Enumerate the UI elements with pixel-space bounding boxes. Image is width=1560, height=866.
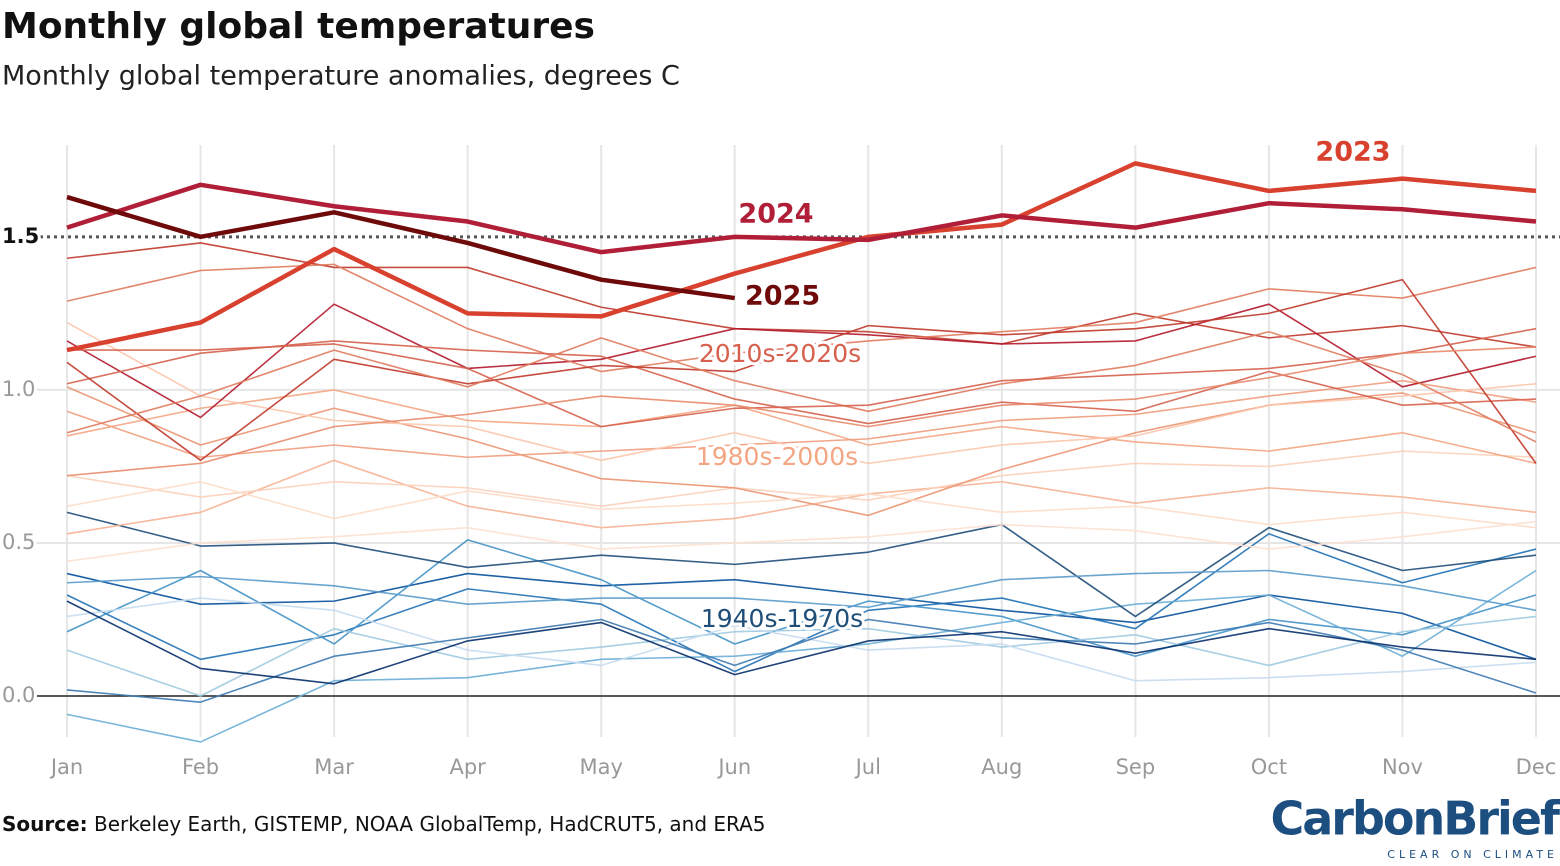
year-line	[66, 263, 1537, 373]
x-tick-label: Jun	[716, 755, 751, 779]
decade-annotation: 1980s-2000s	[696, 442, 858, 471]
x-tick-label: Oct	[1251, 755, 1287, 779]
chart-title: Monthly global temperatures	[2, 6, 595, 47]
year-line	[66, 520, 1537, 563]
year-line	[66, 572, 1537, 661]
year-line	[66, 340, 1537, 425]
year-line	[66, 615, 1537, 697]
year-line	[66, 321, 1537, 465]
year-line	[66, 539, 1537, 658]
x-tick-label: Feb	[182, 755, 219, 779]
year-line	[66, 278, 1537, 464]
year-line	[66, 450, 1537, 508]
x-tick-label: Dec	[1516, 755, 1557, 779]
x-tick-label: Nov	[1382, 755, 1423, 779]
decade-annotation: 2010s-2020s	[699, 339, 861, 368]
x-tick-label: May	[579, 755, 622, 779]
year-line	[66, 569, 1537, 743]
year-line	[66, 569, 1537, 612]
year-line	[67, 327, 1537, 428]
y-tick-label: 0.0	[2, 683, 35, 707]
highlight-line	[66, 161, 1537, 353]
source: Source: Berkeley Earth, GISTEMP, NOAA Gl…	[2, 812, 766, 836]
year-line	[66, 532, 1537, 673]
grid	[30, 145, 1560, 737]
year-line	[66, 480, 1537, 529]
highlight-line	[66, 182, 1537, 255]
year-line	[66, 600, 1537, 685]
year-line	[66, 303, 1537, 419]
y-tick-label: 1.5	[2, 224, 39, 248]
labels: Jan Feb Mar Apr May Jun Jul Aug Sep Oct Nov Dec 0.0 0…	[0, 134, 1557, 780]
y-tick-label: 0.5	[2, 530, 35, 554]
year-line	[66, 618, 1537, 703]
series-label: 2025	[745, 281, 820, 312]
year-line	[66, 459, 1537, 535]
decade-annotation: 1940s-1970s	[701, 604, 863, 633]
year-line	[66, 389, 1537, 465]
x-tick-label: Mar	[314, 755, 354, 779]
source-text: Berkeley Earth, GISTEMP, NOAA GlobalTemp…	[88, 812, 766, 836]
x-tick-label: Jan	[49, 755, 83, 779]
x-tick-label: Jul	[854, 755, 881, 779]
y-tick-label: 1.0	[2, 377, 35, 401]
year-line	[66, 511, 1537, 618]
x-tick-label: Sep	[1116, 755, 1156, 779]
year-line	[66, 330, 1537, 443]
highlight-line	[66, 194, 736, 301]
year-line	[66, 597, 1537, 682]
year-line	[66, 346, 1537, 477]
x-tick-label: Apr	[449, 755, 486, 779]
chart-subtitle: Monthly global temperature anomalies, de…	[2, 61, 680, 92]
x-tick-label: Aug	[981, 755, 1022, 779]
logo: CarbonBrief	[1271, 792, 1560, 846]
tagline: CLEAR ON CLIMATE	[1387, 848, 1558, 861]
year-line	[66, 379, 1537, 459]
series-label: 2024	[738, 199, 813, 230]
series-label: 2023	[1315, 137, 1390, 168]
source-label: Source:	[2, 812, 88, 836]
lines	[66, 161, 1537, 743]
